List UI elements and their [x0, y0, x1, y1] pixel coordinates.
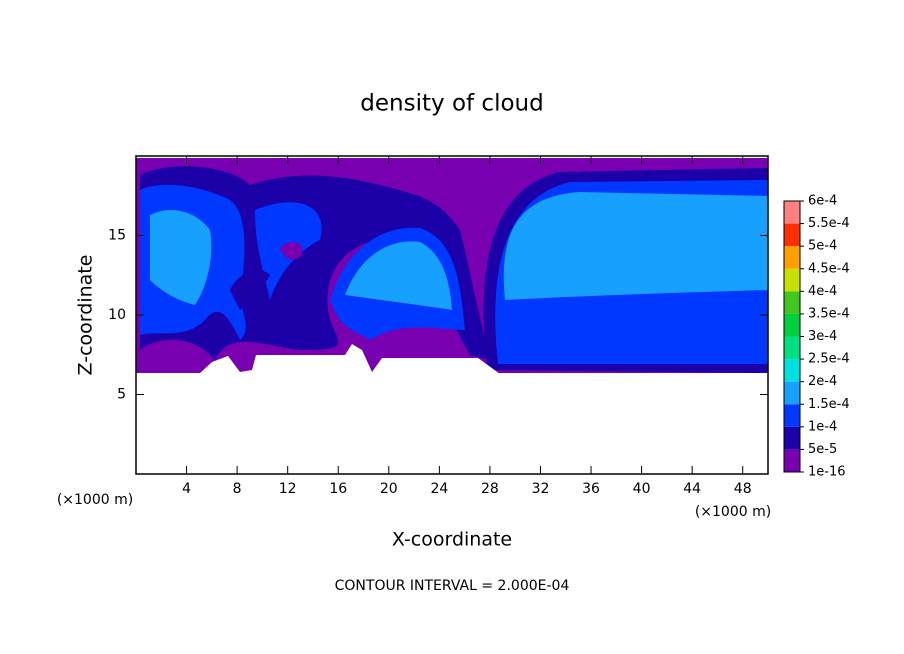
- colorbar-label: 1e-4: [808, 419, 837, 434]
- x-tick-label: 24: [430, 481, 448, 497]
- contour-region: [345, 241, 452, 310]
- y-axis-label: Z-coordinate: [75, 255, 97, 376]
- contour-region: [280, 241, 303, 260]
- colorbar-label: 3.5e-4: [808, 306, 850, 321]
- y-unit-label: (×1000 m): [57, 492, 133, 508]
- contour-region: [150, 210, 212, 305]
- x-tick-label: 4: [182, 481, 191, 497]
- y-tick-label: 10: [108, 307, 126, 323]
- x-tick-label: 12: [279, 481, 297, 497]
- footnote: CONTOUR INTERVAL = 2.000E-04: [335, 578, 570, 594]
- chart-title: density of cloud: [360, 91, 543, 117]
- colorbar-label: 2e-4: [808, 374, 837, 389]
- x-tick-label: 44: [683, 481, 701, 497]
- colorbar-band: [784, 201, 800, 224]
- x-tick-label: 48: [734, 481, 752, 497]
- colorbar-label: 2.5e-4: [808, 352, 850, 367]
- x-tick-label: 16: [329, 481, 347, 497]
- colorbar-band: [784, 246, 800, 269]
- colorbar-label: 3e-4: [808, 329, 837, 344]
- colorbar-band: [784, 449, 800, 472]
- x-tick-label: 36: [582, 481, 600, 497]
- x-tick-label: 40: [633, 481, 651, 497]
- colorbar-label: 4e-4: [808, 284, 837, 299]
- colorbar-band: [784, 359, 800, 382]
- y-tick-label: 15: [108, 228, 126, 244]
- x-tick-label: 28: [481, 481, 499, 497]
- x-tick-label: 8: [233, 481, 242, 497]
- colorbar-label: 1e-16: [808, 465, 846, 480]
- colorbar-label: 5e-5: [808, 442, 837, 457]
- colorbar-label: 5.5e-4: [808, 216, 850, 231]
- x-unit-label: (×1000 m): [695, 504, 771, 520]
- x-tick-label: 32: [532, 481, 550, 497]
- x-axis-label: X-coordinate: [392, 529, 512, 551]
- y-tick-label: 5: [117, 387, 126, 403]
- contour-region: [230, 270, 270, 310]
- colorbar-band: [784, 381, 800, 405]
- contour-region: [503, 192, 768, 300]
- colorbar-band: [784, 223, 800, 247]
- colorbar-label: 6e-4: [808, 194, 837, 209]
- colorbar-label: 5e-4: [808, 239, 837, 254]
- colorbar-band: [784, 404, 800, 427]
- colorbar-band: [784, 313, 800, 337]
- blank-region: [136, 344, 768, 474]
- colorbar-band: [784, 291, 800, 314]
- colorbar-band: [784, 426, 800, 450]
- colorbar-band: [784, 268, 800, 292]
- colorbar-label: 4.5e-4: [808, 261, 850, 276]
- colorbar-label: 1.5e-4: [808, 397, 850, 412]
- x-tick-label: 20: [380, 481, 398, 497]
- colorbar-band: [784, 336, 800, 360]
